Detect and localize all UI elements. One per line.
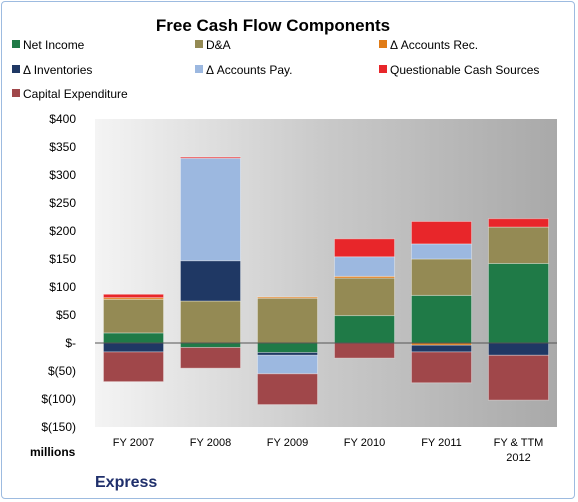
legend-swatch-inventories bbox=[12, 65, 20, 73]
x-tick-label: FY 2008 bbox=[190, 437, 231, 449]
legend-label-questionable-cash-sources: Questionable Cash Sources bbox=[390, 63, 539, 77]
y-tick-label: $200 bbox=[49, 224, 76, 238]
legend-label-capital-expenditure: Capital Expenditure bbox=[23, 87, 128, 101]
bar-segment-d-a bbox=[256, 297, 319, 344]
bar-segment-accounts-pay bbox=[333, 256, 396, 277]
bar-segment-net-income bbox=[256, 342, 319, 354]
y-tick-label: $400 bbox=[49, 112, 76, 126]
bar-segment-capital-expenditure bbox=[102, 351, 165, 383]
y-tick-label: $50 bbox=[56, 308, 76, 322]
x-tick-label: FY 2007 bbox=[113, 437, 154, 449]
bar-segment-accounts-pay bbox=[256, 354, 319, 375]
plot-area bbox=[95, 119, 557, 427]
bar-segment-net-income bbox=[102, 332, 165, 344]
legend-label-inventories: Δ Inventories bbox=[23, 63, 92, 77]
y-tick-label: $(50) bbox=[48, 364, 76, 378]
x-tick-label: FY & TTM 2012 bbox=[494, 437, 544, 464]
bar-segment-net-income bbox=[487, 262, 550, 344]
y-tick-label: $100 bbox=[49, 280, 76, 294]
y-tick-label: $(100) bbox=[41, 392, 76, 406]
legend-label-d-a: D&A bbox=[206, 38, 231, 52]
bar-segment-net-income bbox=[410, 294, 473, 344]
bar-segment-d-a bbox=[487, 226, 550, 264]
bar-segment-questionable-cash-sources bbox=[179, 156, 242, 159]
bar-segment-capital-expenditure bbox=[333, 342, 396, 359]
x-tick-label: FY 2010 bbox=[344, 437, 385, 449]
bar-segment-accounts-rec bbox=[102, 297, 165, 300]
legend-label-accounts-rec: Δ Accounts Rec. bbox=[390, 38, 478, 52]
bar-segment-questionable-cash-sources bbox=[102, 293, 165, 299]
y-tick-label: $350 bbox=[49, 140, 76, 154]
bar-segment-accounts-pay bbox=[410, 243, 473, 260]
bar-segment-inventories bbox=[487, 342, 550, 356]
bar-segment-d-a bbox=[333, 277, 396, 317]
y-tick-label: $150 bbox=[49, 252, 76, 266]
bar-segment-d-a bbox=[102, 298, 165, 334]
legend-label-accounts-pay: Δ Accounts Pay. bbox=[206, 63, 293, 77]
x-tick-label: FY 2009 bbox=[267, 437, 308, 449]
bar-segment-d-a bbox=[410, 258, 473, 296]
bar-segment-inventories bbox=[256, 352, 319, 356]
y-tick-label: $(150) bbox=[41, 420, 76, 434]
legend-swatch-accounts-rec bbox=[379, 40, 387, 48]
bar-segment-capital-expenditure bbox=[256, 373, 319, 406]
bar-segment-questionable-cash-sources bbox=[487, 218, 550, 228]
unit-label: millions bbox=[30, 445, 76, 459]
bar-segment-accounts-pay bbox=[179, 157, 242, 262]
bar-segment-net-income bbox=[333, 315, 396, 344]
legend-swatch-d-a bbox=[195, 40, 203, 48]
legend-label-net-income: Net Income bbox=[23, 38, 85, 52]
company-name: Express bbox=[95, 474, 157, 491]
bar-segment-inventories bbox=[410, 344, 473, 353]
legend-swatch-questionable-cash-sources bbox=[379, 65, 387, 73]
y-tick-label: $- bbox=[65, 336, 76, 350]
legend-swatch-capital-expenditure bbox=[12, 89, 20, 97]
bar-segment-questionable-cash-sources bbox=[333, 238, 396, 258]
x-tick-label: FY 2011 bbox=[421, 437, 462, 449]
bar-segment-capital-expenditure bbox=[179, 346, 242, 369]
bar-segment-accounts-rec bbox=[256, 296, 319, 299]
chart-title: Free Cash Flow Components bbox=[156, 16, 390, 35]
bar-segment-inventories bbox=[179, 260, 242, 302]
bar-segment-d-a bbox=[179, 300, 242, 344]
bar-segment-questionable-cash-sources bbox=[410, 220, 473, 245]
y-axis-ticks: $400 $350 $300 $250 $200 $150 $100 $50 $- $(50) $(… bbox=[41, 112, 76, 434]
bar-segment-net-income bbox=[179, 342, 242, 348]
bars-layer bbox=[102, 156, 550, 406]
legend-swatch-accounts-pay bbox=[195, 65, 203, 73]
bar-segment-capital-expenditure bbox=[410, 351, 473, 384]
x-axis-ticks: FY 2007 FY 2008 FY 2009 FY 2010 FY 2011 FY & … bbox=[113, 437, 544, 464]
bar-segment-inventories bbox=[102, 342, 165, 353]
legend: Net Income D&A Δ Accounts Rec. Δ Inventorie… bbox=[12, 38, 539, 101]
bar-segment-capital-expenditure bbox=[487, 354, 550, 401]
y-tick-label: $250 bbox=[49, 196, 76, 210]
y-tick-label: $300 bbox=[49, 168, 76, 182]
legend-swatch-net-income bbox=[12, 40, 20, 48]
